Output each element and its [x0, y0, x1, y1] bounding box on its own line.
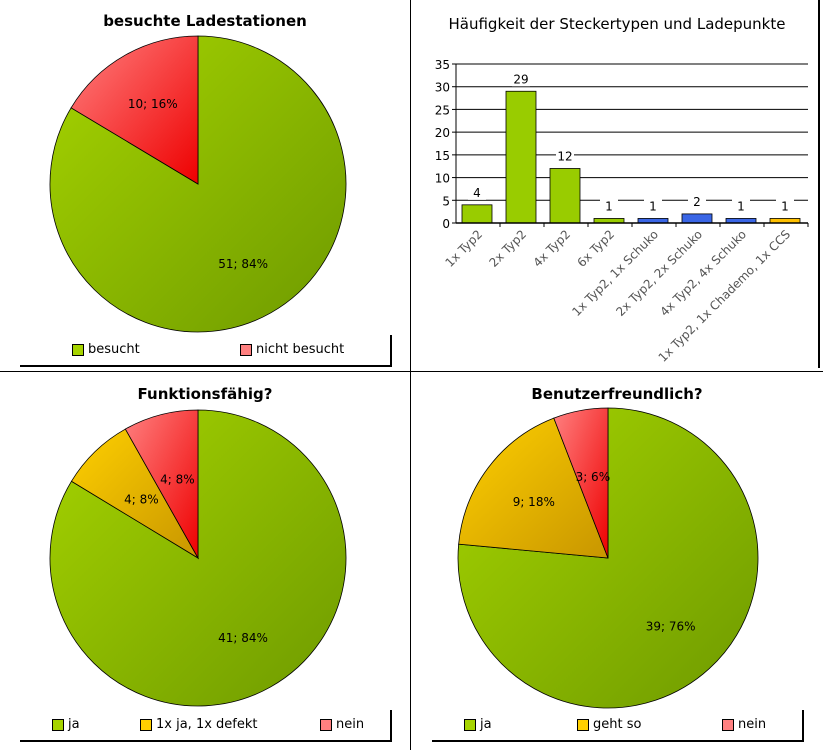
y-tick-label: 15: [435, 149, 450, 163]
bar-data-label: 29: [513, 72, 528, 86]
bar-data-label: 1: [605, 199, 613, 213]
data-label-bg: [512, 72, 530, 87]
bar-data-label: 1: [649, 199, 657, 213]
legend-swatch: [140, 718, 152, 731]
legend-item: 1x ja, 1x defekt: [140, 717, 258, 732]
legend-label: geht so: [593, 717, 642, 732]
pie4-title: Benutzerfreundlich?: [531, 385, 703, 403]
pie4-data-label-1: 9; 18%: [513, 495, 555, 509]
data-label-bg: [468, 185, 486, 200]
bar-data-label: 1: [737, 199, 745, 213]
legend-label: nein: [336, 717, 365, 732]
bar-2: [549, 168, 581, 224]
pie1-slice-1: [70, 35, 199, 185]
pie4-slice-1: [458, 417, 609, 559]
x-tick-label: 4x Typ2, 4x Schuko: [657, 227, 749, 319]
legend-swatch: [52, 718, 64, 731]
legend-label: ja: [68, 717, 80, 732]
pie3-legend: ja 1x ja, 1x defekt nein: [20, 710, 392, 742]
y-tick-label: 5: [442, 194, 450, 208]
y-tick-label: 20: [435, 126, 450, 140]
bar-title: Häufigkeit der Steckertypen und Ladepunk…: [448, 15, 786, 33]
pie4-data-label-0: 39; 76%: [646, 620, 696, 634]
x-tick-label: 1x Typ2, 1x Schuko: [569, 227, 661, 319]
legend-label: nein: [738, 717, 767, 732]
legend-label: nicht besucht: [256, 342, 345, 357]
pie1-data-label-1: 10; 16%: [128, 97, 178, 111]
bar-1: [505, 90, 537, 224]
bar-data-label: 1: [781, 199, 789, 213]
legend-swatch: [722, 718, 734, 731]
data-label-bg: [644, 199, 662, 214]
divider-vertical: [410, 0, 411, 750]
data-label-bg: [688, 194, 706, 209]
legend-item: nicht besucht: [240, 342, 344, 357]
bar-0: [461, 204, 493, 224]
y-tick-label: 30: [435, 81, 450, 95]
x-tick-label: 1x Typ2: [442, 227, 485, 270]
pie3-data-label-0: 41; 84%: [218, 631, 268, 645]
legend-item: geht so: [577, 717, 641, 732]
data-label-bg: [732, 199, 750, 214]
pie4-legend: ja geht so nein: [432, 710, 804, 742]
legend-label: besucht: [88, 342, 140, 357]
pie4-slice-2: [553, 407, 609, 559]
legend-label: ja: [480, 717, 492, 732]
x-tick-label: 4x Typ2: [530, 227, 573, 270]
pie3-data-label-1: 4; 8%: [124, 493, 159, 507]
x-tick-label: 2x Typ2, 2x Schuko: [613, 227, 705, 319]
pie3-slice-2: [124, 409, 199, 560]
pie3-title: Funktionsfähig?: [137, 385, 273, 403]
legend-item: besucht: [72, 342, 140, 357]
legend-item: ja: [464, 717, 492, 732]
legend-item: nein: [320, 717, 364, 732]
legend-swatch: [320, 718, 332, 731]
bar-5: [681, 213, 713, 224]
data-label-bg: [600, 199, 618, 214]
x-tick-label: 6x Typ2: [574, 227, 617, 270]
legend-swatch: [240, 343, 252, 356]
legend-swatch: [577, 718, 589, 731]
legend-item: ja: [52, 717, 80, 732]
x-tick-label: 2x Typ2: [486, 227, 529, 270]
pie1-data-label-0: 51; 84%: [218, 257, 268, 271]
y-tick-label: 25: [435, 103, 450, 117]
y-tick-label: 0: [442, 217, 450, 231]
legend-swatch: [72, 343, 84, 356]
pie1-legend: besucht nicht besucht: [20, 335, 392, 367]
data-label-bg: [776, 199, 794, 214]
pie1-title: besuchte Ladestationen: [103, 12, 307, 30]
bar-data-label: 4: [473, 186, 481, 200]
y-tick-label: 35: [435, 58, 450, 72]
y-tick-label: 10: [435, 172, 450, 186]
legend-item: nein: [722, 717, 766, 732]
legend-label: 1x ja, 1x defekt: [156, 717, 258, 732]
pie3-data-label-2: 4; 8%: [160, 472, 195, 486]
divider-horizontal: [0, 371, 823, 372]
data-label-bg: [556, 149, 574, 164]
legend-swatch: [464, 718, 476, 731]
pie4-data-label-2: 3; 6%: [576, 470, 611, 484]
bar-data-label: 12: [557, 149, 572, 163]
bar-data-label: 2: [693, 195, 701, 209]
